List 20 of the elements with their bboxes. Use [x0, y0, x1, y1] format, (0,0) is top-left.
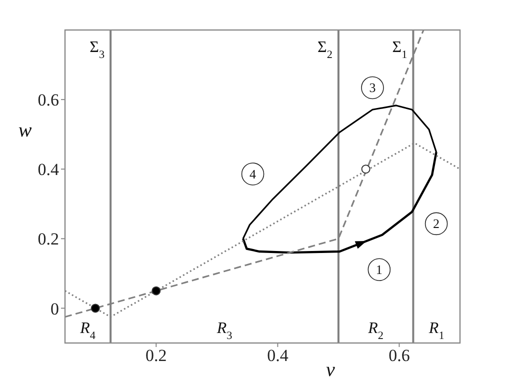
annotation: R$_{1}$ — [428, 320, 444, 342]
ref-line-label: Σ$_{2}$ — [318, 39, 332, 61]
x-tick-label: 0.6 — [388, 346, 410, 366]
annotation: R$_{3}$ — [216, 320, 233, 342]
annotation: 2 — [433, 216, 440, 232]
y-tick-label: 0.6 — [38, 90, 59, 110]
x-tick-label: 0.2 — [146, 346, 167, 366]
annotation: 1 — [376, 262, 382, 278]
y-axis-title: w — [18, 120, 32, 142]
annotation: 3 — [369, 80, 376, 96]
ref-line-label: Σ$_{3}$ — [90, 39, 105, 61]
annotation: 4 — [250, 166, 257, 182]
x-axis-title: v — [326, 359, 336, 381]
x-tick-label: 0.4 — [267, 346, 289, 366]
annotation: R$_{4}$ — [79, 320, 96, 342]
y-tick-label: 0.2 — [38, 230, 59, 249]
y-tick-label: 0 — [50, 299, 59, 318]
annotation: R$_{2}$ — [367, 320, 384, 342]
y-tick-label: 0.4 — [38, 160, 60, 180]
ref-line-label: Σ$_{1}$ — [392, 39, 408, 61]
